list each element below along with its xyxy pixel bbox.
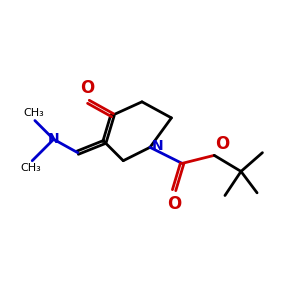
Text: CH₃: CH₃ bbox=[20, 163, 41, 173]
Text: CH₃: CH₃ bbox=[23, 108, 44, 118]
Text: O: O bbox=[167, 195, 181, 213]
Text: O: O bbox=[216, 135, 230, 153]
Text: O: O bbox=[80, 79, 94, 97]
Text: N: N bbox=[48, 132, 59, 146]
Text: N: N bbox=[151, 139, 163, 153]
